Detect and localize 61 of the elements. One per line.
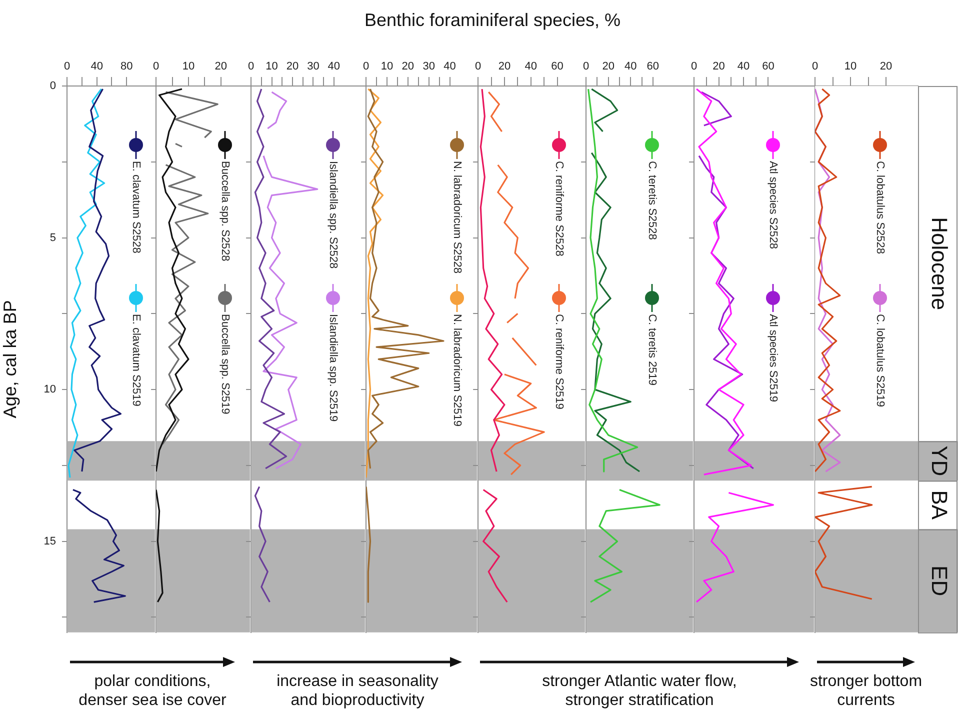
band-label: BA — [926, 490, 952, 520]
x-tick-label: 0 — [812, 60, 818, 72]
x-tick-label: 0 — [582, 60, 590, 72]
legend-label: E. clavatum S2519 — [130, 314, 142, 406]
text: stronger bottom currents — [808, 672, 924, 710]
legend-label: Buccella spp. S2519 — [218, 314, 231, 414]
legend-label: Islandiella spp. S2519 — [326, 314, 339, 422]
legend-label: Buccella spp. S2528 — [218, 161, 231, 262]
legend-label: C. teretis S2528 — [646, 161, 658, 240]
x-tick-label: 0 — [248, 60, 254, 72]
x-tick-label: 80 — [120, 60, 133, 72]
x-tick-label: 40 — [737, 60, 750, 72]
x-tick-label: 20 — [880, 60, 892, 72]
x-tick-label: 40 — [90, 60, 103, 72]
band-label: ED — [926, 566, 952, 596]
chart-title: Benthic foraminiferal species, % — [363, 10, 622, 31]
x-tick-label: 60 — [551, 60, 564, 72]
x-tick-label: 10 — [844, 60, 857, 72]
x-tick-label: 20 — [402, 60, 414, 72]
x-tick-label: 20 — [712, 60, 725, 72]
x-tick-label: 20 — [214, 60, 227, 72]
band-label: Holocene — [926, 217, 952, 310]
x-tick-label: 10 — [380, 60, 394, 72]
legend-label: Atl species S2528 — [766, 161, 779, 250]
x-tick-label: 10 — [266, 60, 278, 72]
y-tick-label: 5 — [50, 232, 56, 244]
x-tick-label: 20 — [286, 60, 299, 72]
legend-label: C. teretis 2519 — [646, 314, 658, 386]
y-tick-label: 15 — [44, 535, 56, 548]
x-tick-label: 0 — [64, 60, 70, 72]
text: polar conditions, denser sea ise cover — [78, 672, 228, 710]
x-tick-label: 10 — [182, 60, 195, 72]
legend-label: N. labradoricum S2519 — [450, 314, 463, 427]
x-tick-label: 30 — [422, 60, 435, 72]
legend-label: C. reniforme S2519 — [552, 314, 565, 410]
x-tick-label: 40 — [524, 60, 537, 72]
legend-label: N. labradoricum S2528 — [450, 161, 463, 274]
x-tick-label: 60 — [762, 60, 774, 72]
x-tick-label: 40 — [328, 60, 340, 72]
text: stronger Atlantic water flow, stronger stratification — [542, 673, 737, 709]
band-label: YD — [926, 446, 952, 476]
legend-label: C. lobatulus S2519 — [874, 314, 886, 407]
legend-label: C. reniforme S2528 — [552, 161, 565, 256]
x-tick-label: 40 — [444, 60, 456, 72]
y-tick-label: 10 — [44, 384, 56, 396]
x-tick-label: 20 — [602, 60, 614, 72]
legend-label: Atl species S2519 — [766, 314, 779, 402]
x-tick-label: 0 — [690, 60, 698, 72]
x-tick-label: 0 — [152, 60, 160, 72]
legend-label: E. clavatum S2528 — [130, 161, 142, 254]
x-tick-label: 40 — [624, 60, 637, 72]
y-axis-title: Age, cal ka BP — [0, 300, 20, 418]
x-tick-label: 60 — [646, 60, 660, 72]
legend-label: Islandiella spp. S2528 — [326, 161, 339, 269]
x-tick-label: 20 — [498, 60, 511, 72]
x-tick-label: 30 — [307, 60, 320, 72]
text: increase in seasonality and bioproductivity — [276, 672, 440, 710]
y-tick-label: 0 — [50, 80, 56, 92]
x-tick-label: 0 — [474, 60, 482, 72]
legend-label: C. lobatulus S2528 — [874, 161, 886, 254]
x-tick-label: 0 — [362, 60, 370, 72]
